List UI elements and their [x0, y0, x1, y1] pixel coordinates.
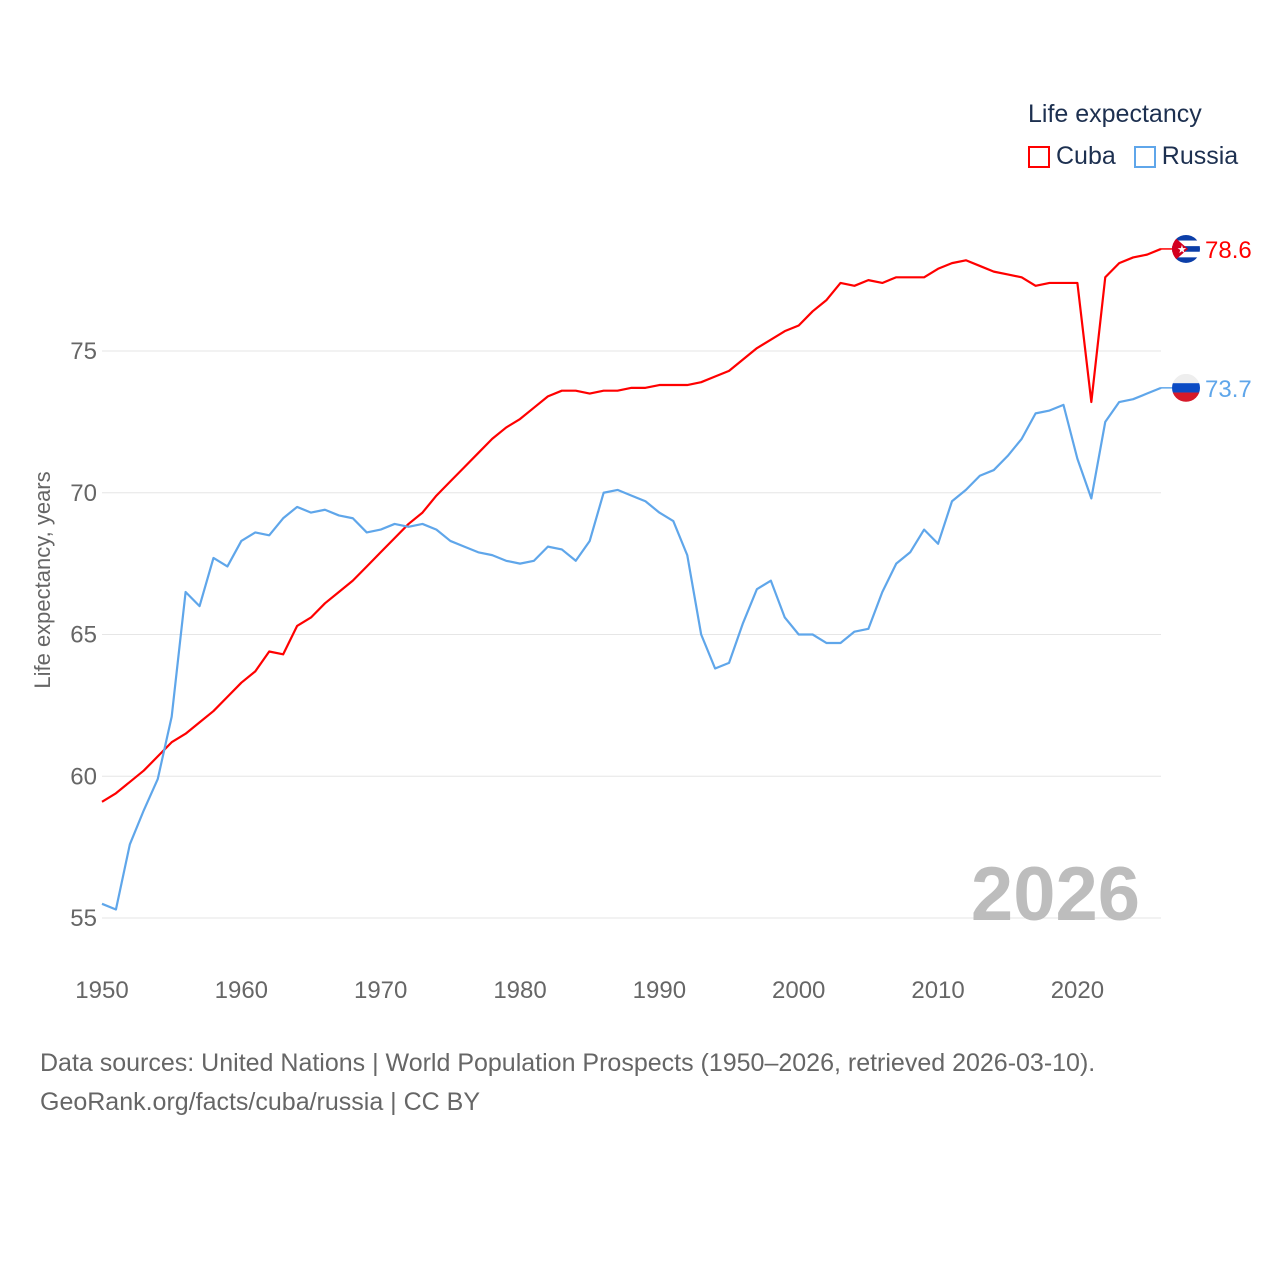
y-tick-label: 70 — [70, 480, 97, 507]
x-tick-label: 2000 — [772, 977, 825, 1004]
legend-swatch-cuba — [1028, 145, 1050, 168]
series-line-cuba — [101, 247, 1162, 803]
legend-label: Russia — [1161, 142, 1239, 170]
legend-label: Cuba — [1056, 142, 1116, 170]
y-tick-label: 65 — [70, 622, 97, 649]
russia-flag-icon — [1172, 373, 1200, 402]
y-tick-label: 55 — [70, 905, 97, 932]
x-tick-label: 1950 — [75, 977, 128, 1004]
attribution-link[interactable]: GeoRank.org/facts/cuba/russia | CC BY — [40, 1088, 481, 1116]
legend-item-russia[interactable]: Russia — [1133, 142, 1239, 171]
svg-text:★: ★ — [1177, 244, 1187, 256]
source-line: Data sources: United Nations | World Pop… — [40, 1049, 1096, 1077]
legend-title: Life expectancy — [1028, 100, 1202, 128]
legend-item-cuba[interactable]: Cuba — [1028, 142, 1116, 171]
x-tick-label: 1970 — [354, 977, 407, 1004]
series-line-russia — [101, 386, 1162, 911]
end-value-label: 73.7 — [1205, 376, 1252, 403]
end-value-label: 78.6 — [1205, 237, 1252, 264]
y-tick-label: 60 — [70, 763, 97, 790]
x-tick-label: 1980 — [493, 977, 546, 1004]
legend-swatch-russia — [1133, 145, 1156, 168]
y-tick-label: 75 — [70, 338, 97, 365]
x-tick-label: 1990 — [633, 977, 686, 1004]
x-tick-label: 2020 — [1051, 977, 1104, 1004]
x-tick-label: 1960 — [215, 977, 268, 1004]
x-tick-label: 2010 — [911, 977, 964, 1004]
cuba-flag-icon: ★ — [1172, 234, 1200, 263]
source-note: Data sources: United Nations | World Pop… — [40, 1044, 1095, 1122]
year-watermark: 2026 — [971, 852, 1140, 937]
legend: Cuba Russia — [1028, 142, 1238, 171]
y-axis-label: Life expectancy, years — [30, 471, 55, 689]
